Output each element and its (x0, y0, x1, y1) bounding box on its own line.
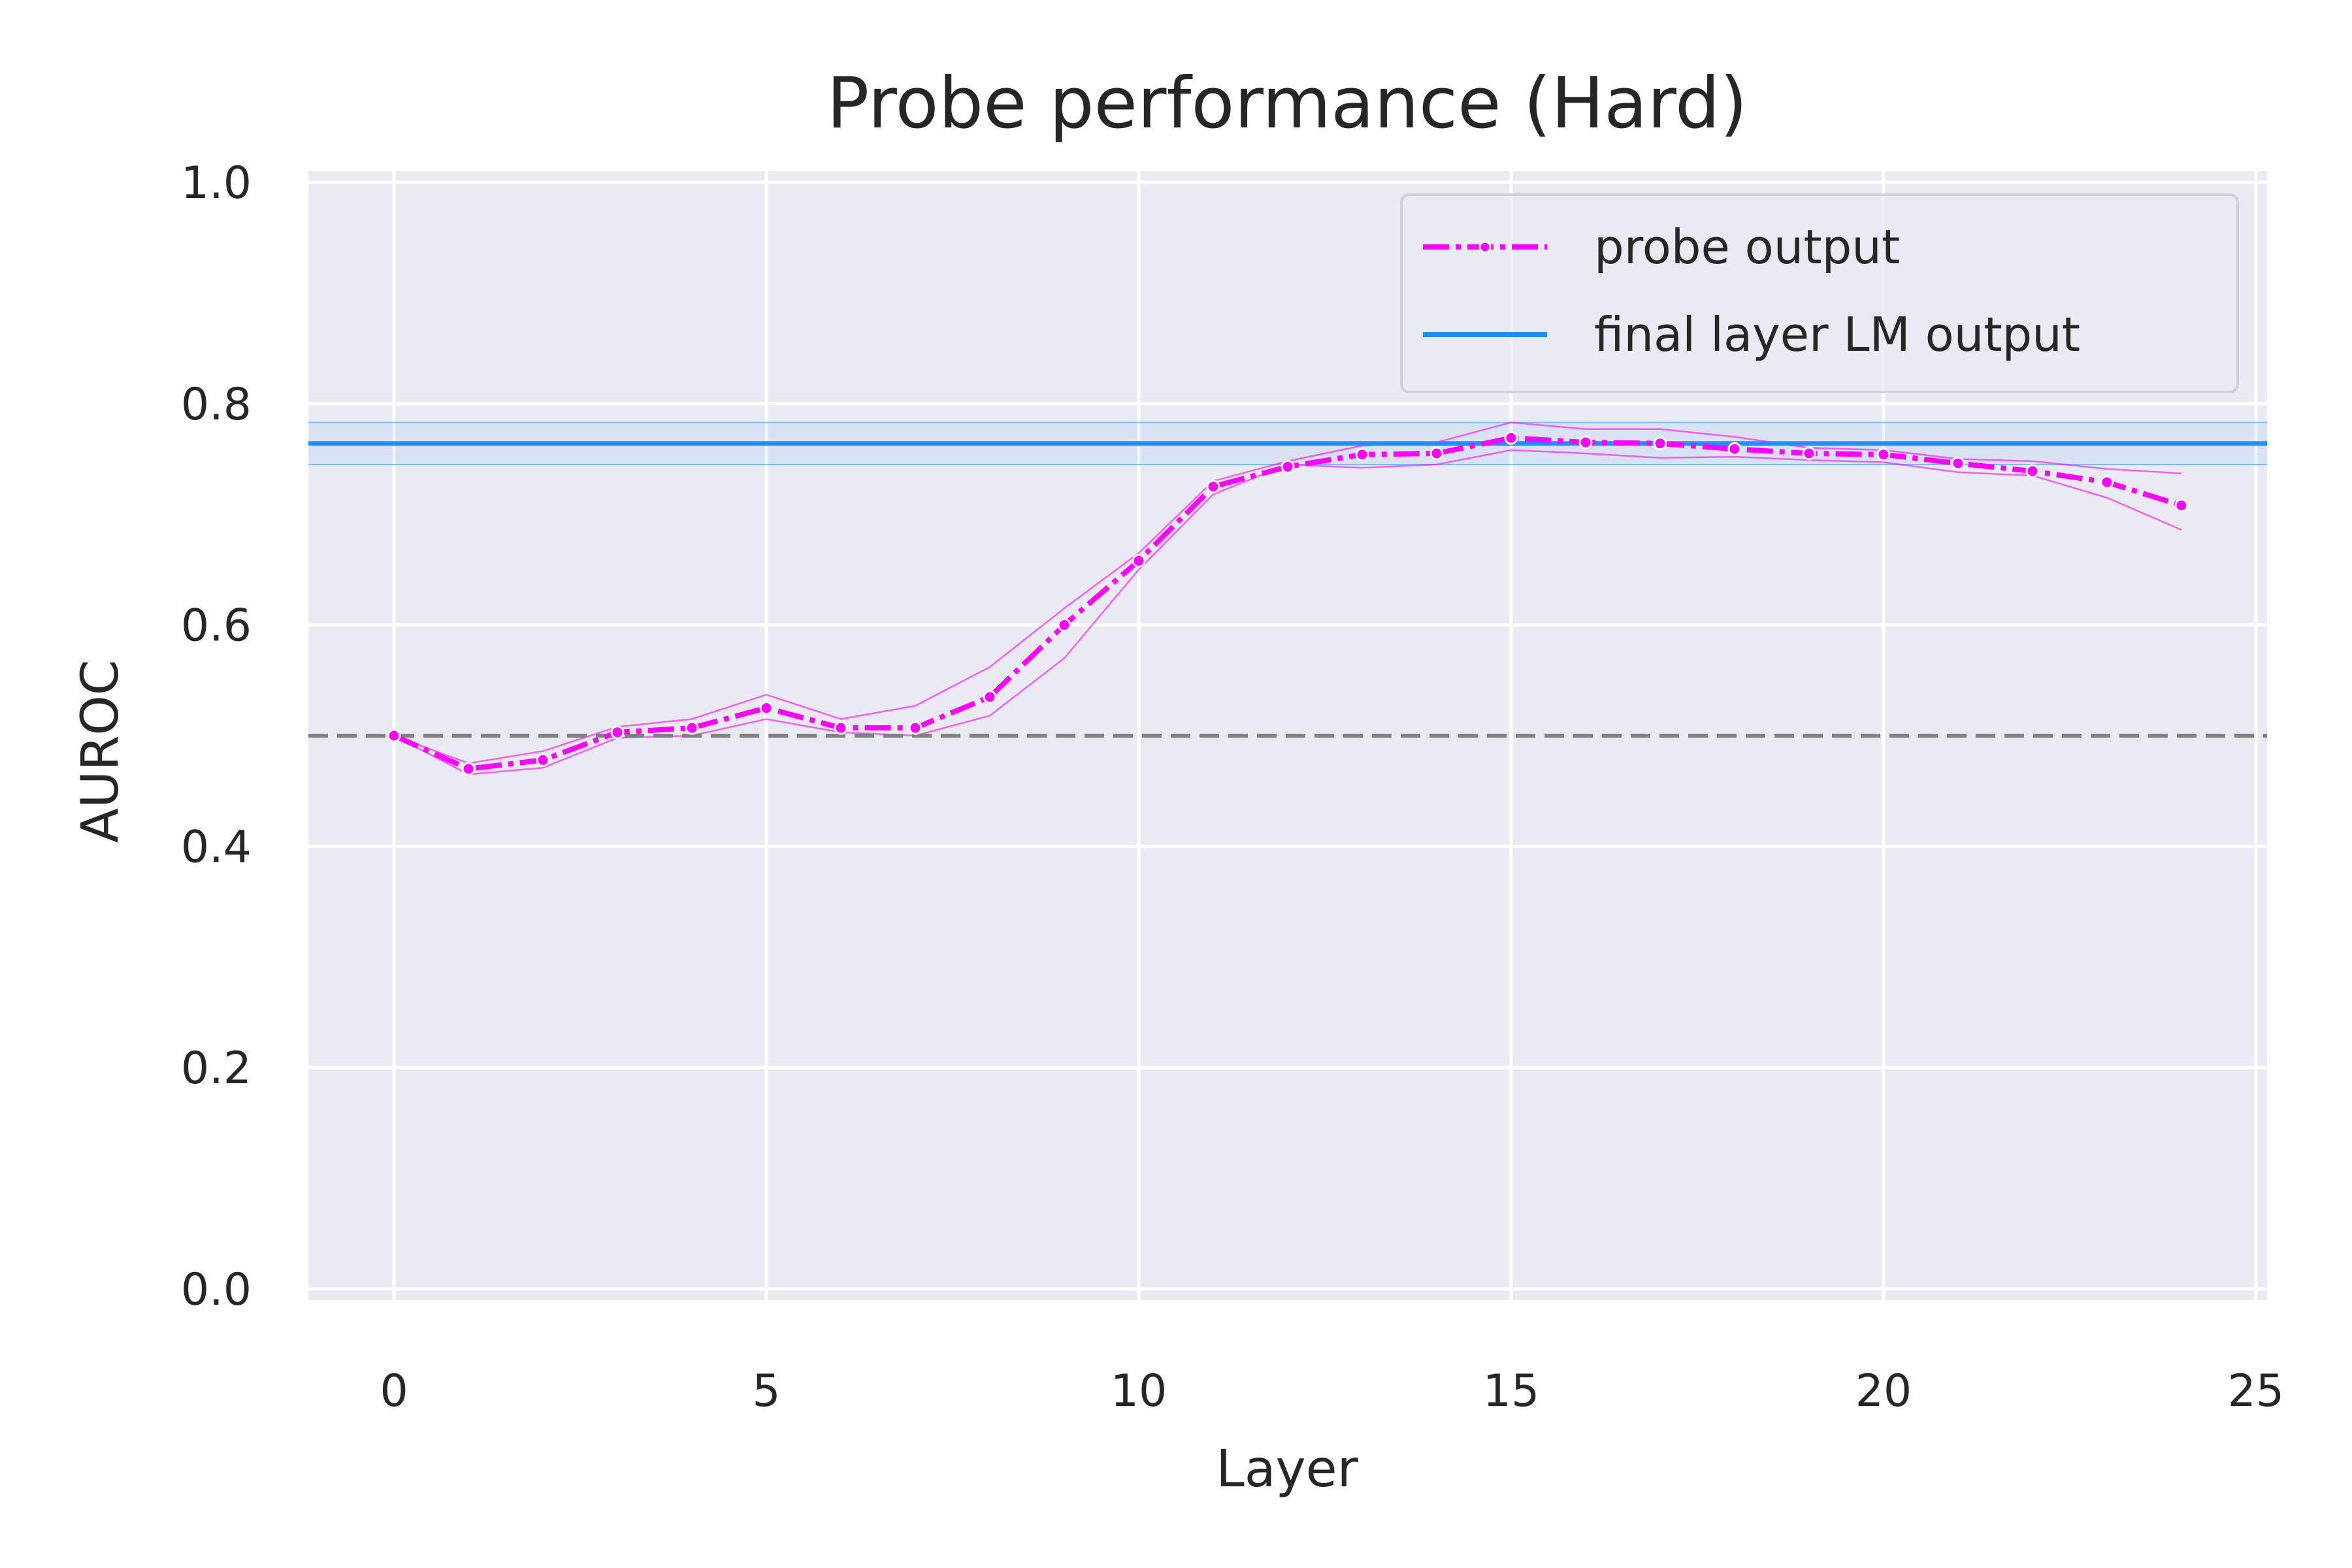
probe-output-point (834, 721, 848, 735)
y-tick-label: 0.0 (181, 1264, 252, 1316)
probe-output-point (1727, 442, 1742, 456)
probe-output-point (536, 753, 550, 767)
legend-marker-probe-output (1478, 240, 1492, 253)
probe-output-point (1206, 480, 1220, 494)
x-tick-label: 25 (2228, 1365, 2285, 1417)
data-series (308, 431, 2267, 776)
y-tick-label: 0.4 (181, 821, 252, 873)
y-tick-label: 1.0 (181, 157, 252, 209)
probe-output-point (2100, 475, 2114, 489)
legend: probe output final layer LM output (1400, 193, 2239, 393)
probe-output-point (461, 762, 476, 776)
y-tick-labels: 0.0 0.2 0.4 0.6 0.8 1.0 (181, 157, 252, 1316)
probe-output-point (2025, 464, 2040, 478)
legend-label-probe-output: probe output (1594, 220, 1900, 274)
probe-output-point (387, 728, 401, 743)
probe-output-point (1429, 446, 1444, 461)
probe-output-point (1802, 446, 1816, 461)
legend-label-final-layer-lm-output: final layer LM output (1594, 307, 2080, 362)
probe-output-point (1057, 618, 1071, 632)
probe-output-point (1578, 435, 1593, 449)
probe-output-point (759, 701, 774, 715)
x-tick-label: 20 (1855, 1365, 1912, 1417)
y-tick-label: 0.8 (181, 379, 252, 431)
y-axis-label: AUROC (71, 660, 130, 843)
probe-output-point (1653, 436, 1667, 451)
x-tick-label: 0 (380, 1365, 408, 1417)
probe-output-point (2174, 498, 2189, 513)
probe-output-point (685, 721, 699, 735)
probe-output-point (1876, 448, 1891, 462)
probe-output-point (908, 721, 923, 735)
probe-output-point (1355, 448, 1369, 462)
x-tick-labels: 0 5 10 15 20 25 (380, 1365, 2284, 1417)
chart-title: Probe performance (Hard) (826, 63, 1747, 144)
probe-output-point (1132, 553, 1146, 568)
x-tick-label: 5 (752, 1365, 780, 1417)
probe-output-point (1281, 459, 1295, 474)
y-tick-label: 0.6 (181, 600, 252, 652)
probe-output-point (610, 725, 625, 740)
legend-box (1400, 193, 2239, 393)
probe-output-point (1504, 431, 1518, 445)
x-axis-label: Layer (1216, 1440, 1358, 1499)
x-tick-label: 15 (1483, 1365, 1540, 1417)
probe-output-point (1951, 456, 1965, 470)
probe-output-point (983, 690, 997, 704)
x-tick-label: 10 (1111, 1365, 1168, 1417)
y-tick-label: 0.2 (181, 1043, 252, 1094)
